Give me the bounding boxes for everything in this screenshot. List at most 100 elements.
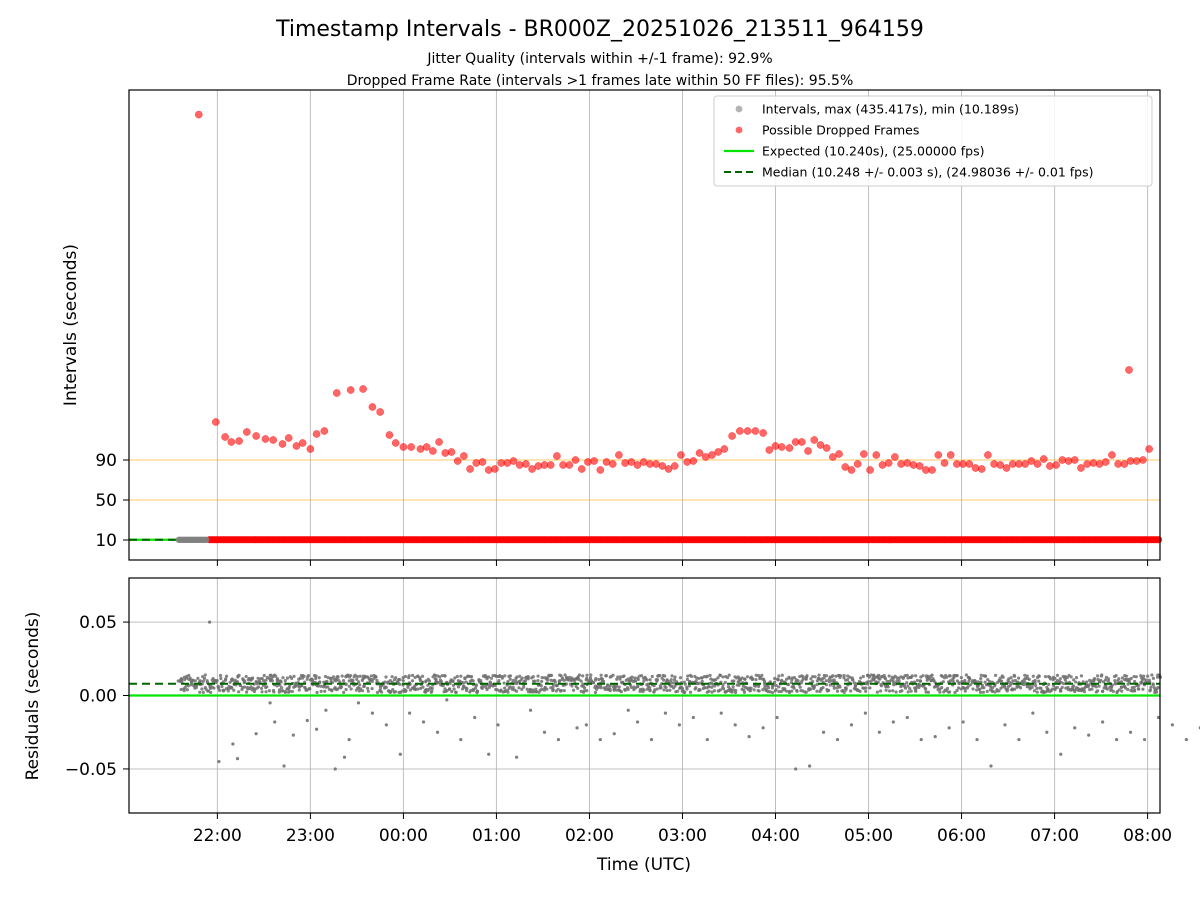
residual-point <box>700 679 704 683</box>
residual-point <box>186 684 190 688</box>
residual-point <box>730 690 734 694</box>
residual-point <box>768 690 772 694</box>
residual-point <box>1082 690 1087 694</box>
residual-point <box>487 752 491 756</box>
residual-point <box>306 674 311 678</box>
dropped-frame-point <box>810 436 819 444</box>
residual-point <box>1043 675 1048 679</box>
residual-point <box>835 686 839 690</box>
residual-point <box>1136 687 1140 691</box>
dropped-frame-point <box>615 451 623 459</box>
residual-point <box>866 680 870 684</box>
residual-point <box>421 674 425 678</box>
dropped-frame-point <box>633 461 642 469</box>
dropped-frame-point <box>891 453 899 461</box>
residual-point <box>673 684 677 688</box>
residual-point <box>1032 689 1037 693</box>
residual-point <box>1058 677 1062 681</box>
residual-point <box>708 673 712 677</box>
residuals-y-tick-label: 0.05 <box>79 613 117 633</box>
residual-point <box>441 684 445 688</box>
residual-point <box>1025 674 1029 678</box>
residual-point <box>506 679 510 684</box>
residual-point <box>542 730 547 734</box>
residual-point <box>604 686 608 690</box>
residual-point <box>645 687 649 691</box>
residual-point <box>869 679 873 683</box>
residual-point <box>242 681 246 685</box>
residual-point <box>563 673 567 677</box>
residual-point <box>315 690 319 695</box>
intervals-series <box>175 110 1163 544</box>
residual-point <box>1126 687 1130 692</box>
residual-point <box>421 685 425 689</box>
residual-point <box>452 687 456 691</box>
dropped-frame-point <box>447 448 456 456</box>
residual-point <box>599 673 603 677</box>
residual-point <box>577 677 581 682</box>
residual-point <box>386 681 390 685</box>
dropped-frame-point <box>785 444 794 452</box>
interval-point <box>203 536 210 543</box>
residual-point <box>713 684 717 688</box>
residual-point <box>635 720 640 724</box>
residual-point <box>903 686 908 690</box>
residual-point <box>262 679 266 683</box>
dropped-frame-point <box>798 438 806 446</box>
residuals-y-tick-label: −0.05 <box>65 760 117 780</box>
residual-point <box>821 686 825 690</box>
residual-point <box>497 679 501 683</box>
residual-point <box>985 689 989 693</box>
residual-point <box>237 673 241 677</box>
dropped-frame-point <box>284 434 293 442</box>
residual-point <box>536 679 540 683</box>
dropped-frame-point <box>1125 366 1133 374</box>
residual-point <box>556 737 561 742</box>
residual-point <box>805 674 809 678</box>
dropped-frame-point <box>860 450 868 458</box>
residual-point <box>348 673 353 678</box>
residual-point <box>1013 678 1018 683</box>
residual-point <box>633 676 637 680</box>
residual-point <box>447 687 452 691</box>
residual-point <box>388 690 392 694</box>
residual-point <box>518 674 522 678</box>
residual-point <box>742 690 747 694</box>
residual-point <box>413 675 417 680</box>
legend-item: Intervals, max (435.417s), min (10.189s) <box>735 102 1019 117</box>
residual-point <box>615 684 619 688</box>
dropped-frame-point <box>546 461 555 469</box>
residual-point <box>268 701 272 705</box>
residual-point <box>827 677 831 681</box>
residual-point <box>694 686 698 690</box>
legend-marker <box>735 126 743 134</box>
residual-point <box>451 679 455 683</box>
residual-point <box>277 688 282 692</box>
dropped-frame-point <box>376 408 385 416</box>
residual-point <box>663 684 667 689</box>
residual-point <box>198 679 202 683</box>
residual-point <box>439 680 444 684</box>
dropped-frame-point <box>1033 460 1042 468</box>
residual-point <box>546 678 550 682</box>
residual-point <box>1079 674 1084 678</box>
residual-point <box>514 689 519 693</box>
residual-point <box>947 690 952 694</box>
residual-point <box>899 684 904 688</box>
residual-point <box>848 675 852 679</box>
residual-point <box>683 682 687 686</box>
legend-label: Expected (10.240s), (25.00000 fps) <box>762 144 984 159</box>
residual-point <box>878 677 882 681</box>
residual-point <box>525 687 529 691</box>
residual-point <box>754 678 758 682</box>
dropped-frame-point <box>359 385 367 393</box>
residual-point <box>599 686 603 690</box>
residual-point <box>201 690 205 694</box>
residual-point <box>488 681 493 685</box>
residual-point <box>558 689 563 693</box>
residual-point <box>503 674 507 678</box>
residual-point <box>593 678 598 682</box>
residual-point <box>499 688 503 692</box>
residual-point <box>885 679 889 683</box>
residual-point <box>738 678 742 682</box>
